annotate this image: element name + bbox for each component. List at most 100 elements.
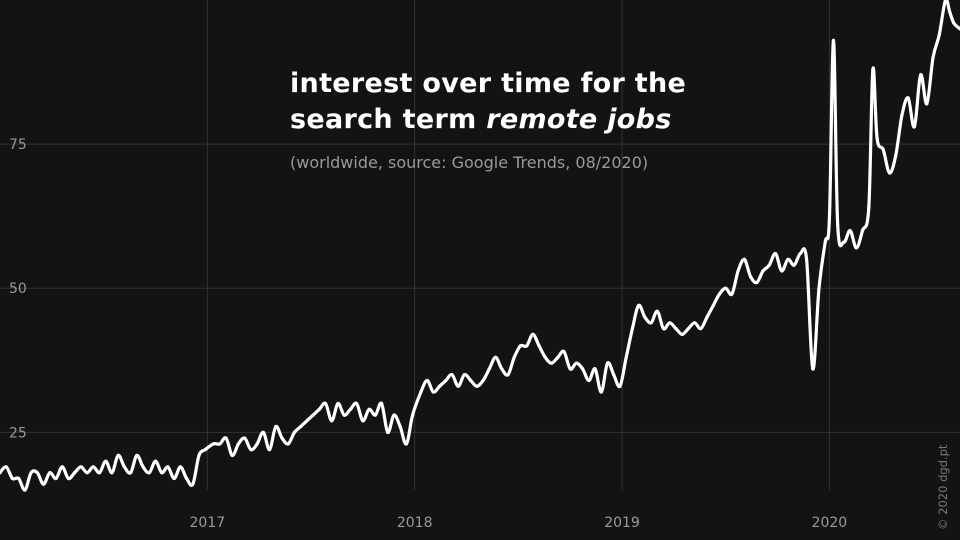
data-point-73 — [456, 384, 460, 388]
data-point-88 — [549, 361, 554, 365]
data-point-50 — [311, 413, 315, 417]
data-point-72 — [450, 373, 454, 377]
data-point-46 — [286, 442, 290, 446]
data-point-42 — [261, 430, 265, 434]
data-point-75 — [469, 378, 473, 383]
data-point-68 — [425, 378, 429, 383]
data-point-13 — [79, 465, 83, 469]
x-tick-label-2019: 2019 — [604, 515, 640, 531]
data-point-87 — [543, 355, 547, 359]
data-point-98 — [612, 373, 616, 377]
data-point-41 — [255, 442, 259, 446]
data-point-80 — [500, 367, 504, 371]
data-point-29 — [178, 465, 182, 469]
data-point-36 — [224, 436, 228, 440]
data-point-109 — [680, 332, 684, 336]
data-point-44 — [274, 425, 278, 429]
data-point-8 — [48, 471, 52, 475]
data-point-91 — [568, 367, 572, 371]
data-point-154 — [948, 9, 952, 14]
data-point-143 — [881, 148, 885, 152]
data-point-111 — [693, 321, 697, 325]
data-point-48 — [299, 425, 303, 429]
y-tick-label-25: 25 — [9, 425, 27, 441]
data-point-86 — [537, 344, 541, 348]
data-point-77 — [481, 378, 485, 383]
data-point-126 — [786, 257, 790, 261]
data-point-5 — [29, 471, 33, 475]
data-point-18 — [110, 471, 114, 475]
data-point-110 — [686, 327, 691, 331]
data-point-114 — [711, 303, 715, 308]
data-point-133 — [827, 217, 832, 221]
data-point-71 — [444, 378, 448, 383]
data-point-153 — [943, 0, 948, 2]
grid-layer — [0, 0, 960, 490]
data-point-130 — [811, 367, 815, 371]
chart-title: interest over time for the search term r… — [290, 66, 686, 138]
data-point-39 — [243, 436, 247, 440]
data-point-107 — [668, 321, 672, 325]
data-point-23 — [141, 465, 145, 469]
data-point-0 — [0, 471, 2, 475]
title-line-2: search term remote jobs — [290, 102, 686, 138]
data-point-59 — [367, 407, 371, 411]
data-point-24 — [147, 471, 151, 475]
data-point-94 — [587, 378, 591, 383]
data-point-47 — [292, 430, 296, 434]
x-tick-label-2020: 2020 — [812, 515, 848, 531]
data-point-125 — [780, 269, 784, 273]
data-point-22 — [135, 453, 139, 457]
data-point-141 — [871, 67, 875, 71]
data-point-134 — [831, 38, 836, 43]
data-point-82 — [512, 355, 516, 359]
data-point-49 — [305, 419, 309, 423]
data-point-129 — [805, 257, 809, 261]
data-point-37 — [230, 453, 234, 457]
y-tick-label-50: 50 — [9, 281, 27, 297]
data-point-6 — [35, 471, 39, 475]
data-point-131 — [817, 286, 821, 290]
data-point-66 — [411, 413, 415, 417]
x-tick-label-2017: 2017 — [190, 515, 226, 531]
data-point-60 — [373, 413, 377, 417]
data-point-65 — [404, 442, 408, 446]
data-point-115 — [717, 292, 722, 296]
data-point-117 — [730, 292, 734, 296]
data-point-135 — [836, 223, 840, 227]
tick-layer: 25 50 75 2017 2018 2019 2020 — [9, 137, 847, 531]
data-point-140 — [867, 205, 871, 210]
data-point-26 — [160, 471, 164, 475]
data-point-32 — [197, 453, 201, 457]
data-point-11 — [66, 476, 70, 481]
data-point-116 — [724, 286, 728, 290]
data-point-63 — [392, 413, 396, 417]
chart-subtitle: (worldwide, source: Google Trends, 08/20… — [290, 153, 649, 172]
data-point-108 — [674, 327, 678, 331]
data-point-16 — [97, 471, 102, 475]
data-point-40 — [249, 448, 253, 452]
data-point-85 — [531, 332, 535, 336]
y-tick-label-75: 75 — [9, 137, 27, 153]
data-point-146 — [900, 113, 904, 117]
data-point-97 — [605, 361, 610, 365]
data-point-145 — [894, 154, 898, 158]
data-point-51 — [317, 407, 321, 411]
data-point-76 — [475, 384, 479, 388]
data-point-144 — [887, 171, 892, 175]
data-point-3 — [17, 476, 21, 481]
data-point-64 — [398, 425, 402, 429]
data-point-2 — [10, 476, 14, 481]
title-search-term: remote jobs — [486, 104, 672, 135]
data-point-118 — [736, 269, 740, 273]
data-point-35 — [218, 442, 222, 446]
data-point-33 — [203, 448, 207, 452]
data-point-67 — [419, 390, 423, 394]
data-point-150 — [925, 102, 929, 106]
data-point-25 — [153, 459, 158, 463]
data-point-102 — [637, 303, 641, 308]
data-point-45 — [280, 436, 284, 440]
data-point-93 — [581, 367, 585, 371]
